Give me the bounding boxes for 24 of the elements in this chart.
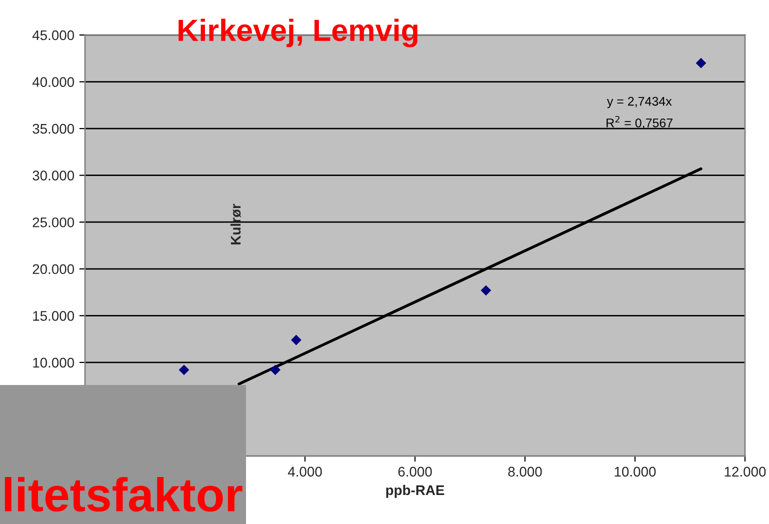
point — [696, 58, 706, 68]
y-tick-label: 40.000 — [32, 77, 74, 87]
x-tick-label: 4.000 — [288, 466, 322, 477]
point — [480, 285, 492, 296]
chart-title: Kirkevej, Lemvig — [178, 18, 418, 48]
point — [178, 364, 190, 376]
x-tick-label: 12.000 — [724, 466, 766, 477]
x-tick-label: 8.000 — [508, 466, 542, 477]
x-tick-label: 6.000 — [398, 466, 432, 477]
y-tick-label: 25.000 — [32, 217, 74, 228]
y-tick-label: 10.000 — [33, 358, 74, 368]
x-axis-title: ppb-RAE — [386, 484, 444, 498]
y-tick-label: 20.000 — [32, 264, 74, 274]
text: litetsfaktor — [4, 476, 242, 512]
y-tick-label: 45.000 — [32, 30, 74, 40]
annotation: R$^{2}$ = 0,7567 — [606, 116, 672, 129]
annotation: y = 2,7434x — [606, 96, 672, 108]
point — [291, 334, 302, 346]
y-tick-label: 30.000 — [32, 170, 74, 181]
y-axis-title: Kulrør — [230, 204, 241, 244]
y-tick-label: 15.000 — [33, 311, 74, 321]
x-tick-label: 10.000 — [614, 466, 656, 477]
y-tick-label: 35.000 — [32, 124, 74, 134]
point — [270, 364, 280, 376]
